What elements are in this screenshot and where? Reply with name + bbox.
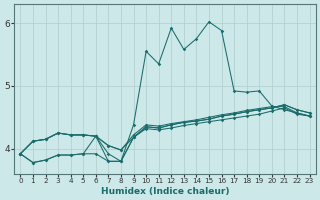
X-axis label: Humidex (Indice chaleur): Humidex (Indice chaleur) — [101, 187, 229, 196]
